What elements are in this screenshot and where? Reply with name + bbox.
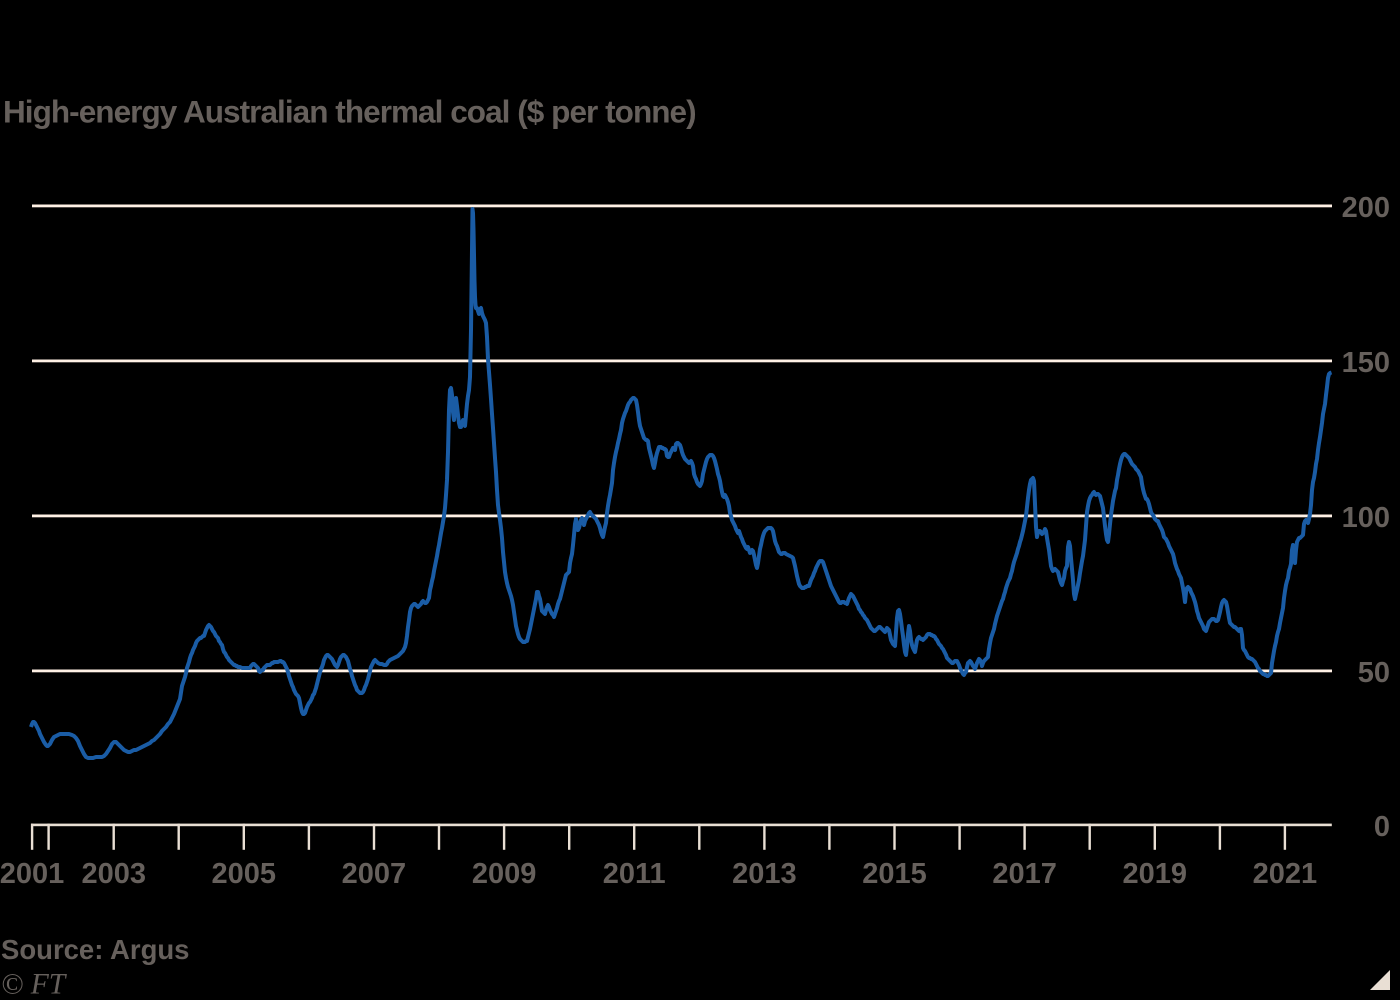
svg-text:200: 200 — [1342, 192, 1390, 224]
svg-text:2021: 2021 — [1253, 858, 1318, 890]
svg-text:© FT: © FT — [1, 968, 68, 1000]
svg-text:2017: 2017 — [992, 858, 1057, 890]
svg-text:High-energy Australian thermal: High-energy Australian thermal coal ($ p… — [3, 93, 696, 129]
svg-text:50: 50 — [1358, 657, 1390, 689]
svg-text:2019: 2019 — [1123, 858, 1188, 890]
svg-text:2015: 2015 — [862, 858, 927, 890]
svg-text:2011: 2011 — [603, 858, 666, 890]
svg-text:2009: 2009 — [472, 858, 537, 890]
svg-text:2003: 2003 — [81, 858, 146, 890]
svg-text:2001: 2001 — [0, 858, 64, 890]
svg-text:0: 0 — [1374, 811, 1390, 843]
svg-text:2005: 2005 — [212, 858, 277, 890]
svg-text:Source: Argus: Source: Argus — [1, 934, 189, 965]
svg-text:150: 150 — [1342, 347, 1390, 379]
svg-text:100: 100 — [1342, 502, 1390, 534]
svg-text:2007: 2007 — [342, 858, 407, 890]
svg-text:2013: 2013 — [732, 858, 797, 890]
